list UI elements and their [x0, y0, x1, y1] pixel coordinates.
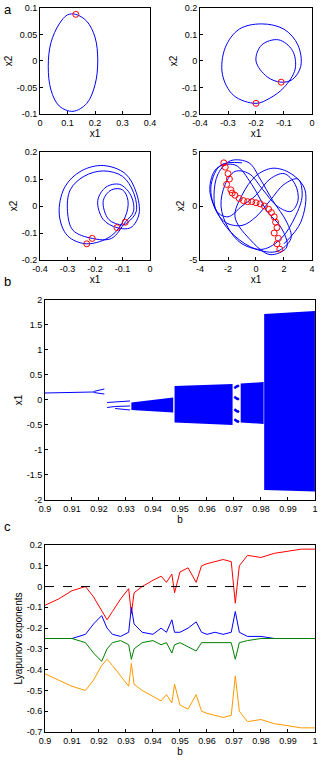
svg-text:Lyapunov exponents: Lyapunov exponents [13, 593, 24, 685]
svg-text:b: b [177, 746, 183, 757]
svg-text:0: 0 [32, 56, 37, 66]
svg-text:0.91: 0.91 [63, 504, 81, 514]
svg-text:-0.4: -0.4 [192, 118, 208, 128]
svg-text:-0.5: -0.5 [27, 686, 43, 696]
svg-text:0.95: 0.95 [171, 736, 189, 746]
svg-text:-1.5: -1.5 [27, 470, 43, 480]
svg-text:0: 0 [32, 201, 37, 211]
svg-text:0.1: 0.1 [25, 3, 38, 13]
svg-text:0.2: 0.2 [89, 118, 102, 128]
svg-text:0.05: 0.05 [20, 30, 38, 40]
svg-text:x1: x1 [251, 274, 262, 285]
svg-text:-0.1: -0.1 [22, 228, 38, 238]
svg-text:0.2: 0.2 [185, 3, 198, 13]
svg-text:-5: -5 [189, 255, 197, 265]
svg-text:-0.2: -0.2 [27, 623, 43, 633]
svg-text:-0.1: -0.1 [27, 602, 43, 612]
svg-text:0: 0 [147, 264, 152, 274]
svg-text:1: 1 [312, 736, 317, 746]
svg-text:0.9: 0.9 [39, 504, 52, 514]
svg-text:-1: -1 [34, 445, 42, 455]
svg-text:0.4: 0.4 [144, 118, 157, 128]
svg-text:1: 1 [37, 345, 42, 355]
svg-text:-0.05: -0.05 [17, 83, 38, 93]
svg-text:0.96: 0.96 [198, 736, 216, 746]
svg-text:0.99: 0.99 [279, 504, 297, 514]
svg-text:-0.6: -0.6 [27, 706, 43, 716]
svg-text:0.98: 0.98 [252, 504, 270, 514]
svg-text:0: 0 [192, 56, 197, 66]
svg-text:0.9: 0.9 [39, 736, 52, 746]
svg-text:0.1: 0.1 [30, 561, 43, 571]
svg-text:-0.2: -0.2 [87, 264, 103, 274]
svg-text:0: 0 [309, 118, 314, 128]
svg-text:1.5: 1.5 [30, 320, 43, 330]
svg-text:2: 2 [281, 264, 286, 274]
svg-text:b: b [4, 274, 11, 289]
svg-text:-0.7: -0.7 [27, 727, 43, 737]
svg-text:0.96: 0.96 [198, 504, 216, 514]
svg-text:0.92: 0.92 [90, 504, 108, 514]
svg-text:-0.4: -0.4 [32, 264, 48, 274]
svg-text:-0.1: -0.1 [276, 118, 292, 128]
svg-text:0.97: 0.97 [225, 504, 243, 514]
svg-text:-0.2: -0.2 [22, 255, 38, 265]
svg-text:x2: x2 [3, 55, 14, 66]
svg-text:0.94: 0.94 [144, 504, 162, 514]
svg-text:0.93: 0.93 [117, 504, 135, 514]
svg-text:-0.3: -0.3 [27, 644, 43, 654]
svg-text:c: c [4, 519, 11, 534]
svg-text:5: 5 [192, 147, 197, 157]
svg-text:0.3: 0.3 [116, 118, 129, 128]
svg-text:-0.1: -0.1 [182, 83, 198, 93]
svg-text:a: a [4, 2, 12, 17]
svg-text:-2: -2 [224, 264, 232, 274]
svg-text:2: 2 [37, 295, 42, 305]
svg-text:0: 0 [192, 201, 197, 211]
svg-text:0.94: 0.94 [144, 736, 162, 746]
svg-text:0.98: 0.98 [252, 736, 270, 746]
svg-text:x1: x1 [13, 394, 24, 405]
svg-text:0.2: 0.2 [30, 540, 43, 550]
svg-text:0.1: 0.1 [61, 118, 74, 128]
svg-text:x2: x2 [168, 55, 179, 66]
svg-text:0.91: 0.91 [63, 736, 81, 746]
svg-text:-0.1: -0.1 [22, 109, 38, 119]
svg-text:x2: x2 [8, 200, 19, 211]
svg-text:x2: x2 [175, 200, 186, 211]
svg-text:-2: -2 [34, 495, 42, 505]
svg-text:0: 0 [253, 264, 258, 274]
svg-text:x1: x1 [251, 128, 262, 139]
svg-text:x1: x1 [90, 274, 101, 285]
svg-text:-0.1: -0.1 [115, 264, 131, 274]
svg-text:0.99: 0.99 [279, 736, 297, 746]
svg-text:x1: x1 [90, 128, 101, 139]
svg-text:-4: -4 [196, 264, 204, 274]
svg-text:-0.2: -0.2 [248, 118, 264, 128]
svg-text:1: 1 [312, 504, 317, 514]
svg-text:-0.3: -0.3 [220, 118, 236, 128]
svg-text:b: b [177, 514, 183, 525]
svg-text:0.93: 0.93 [117, 736, 135, 746]
svg-text:0: 0 [37, 582, 42, 592]
svg-text:-0.4: -0.4 [27, 665, 43, 675]
svg-text:0: 0 [37, 395, 42, 405]
svg-text:0.5: 0.5 [30, 370, 43, 380]
svg-text:4: 4 [309, 264, 314, 274]
svg-text:0.95: 0.95 [171, 504, 189, 514]
svg-text:0.97: 0.97 [225, 736, 243, 746]
svg-text:0: 0 [37, 118, 42, 128]
svg-text:-0.3: -0.3 [60, 264, 76, 274]
svg-text:0.2: 0.2 [25, 147, 38, 157]
svg-text:0.1: 0.1 [185, 30, 198, 40]
svg-text:0.92: 0.92 [90, 736, 108, 746]
svg-text:-0.2: -0.2 [182, 109, 198, 119]
svg-text:0.1: 0.1 [25, 174, 38, 184]
svg-text:-0.5: -0.5 [27, 420, 43, 430]
